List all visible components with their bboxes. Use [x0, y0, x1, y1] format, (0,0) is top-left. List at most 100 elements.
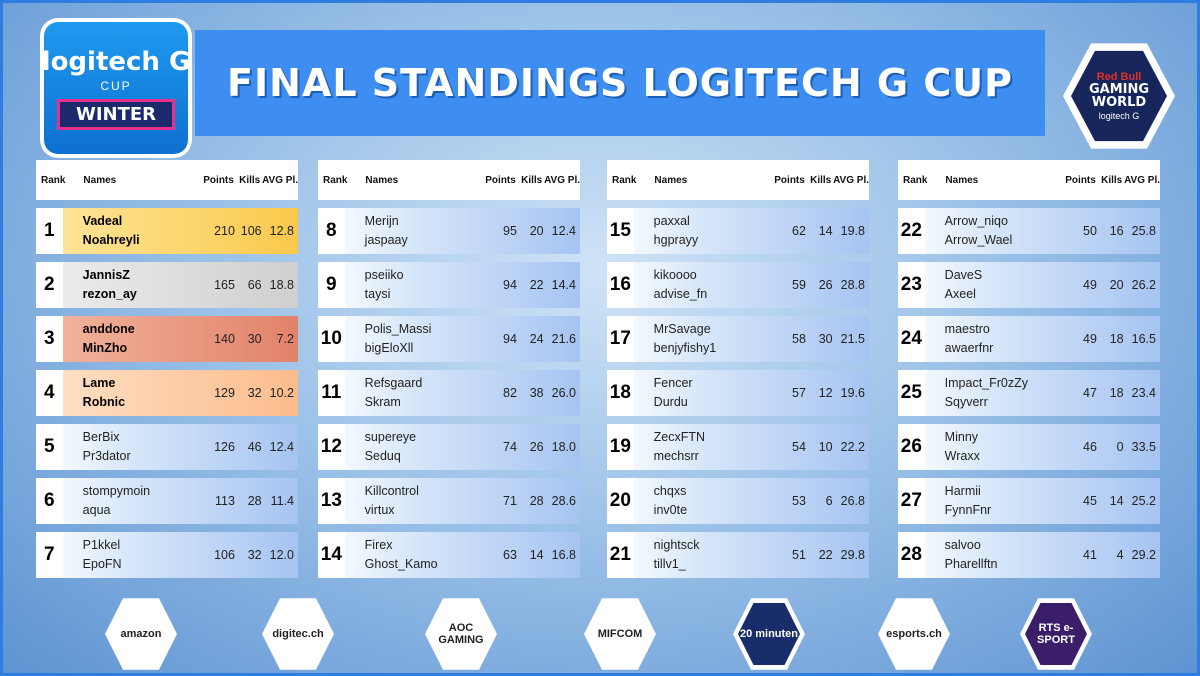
table-row: 24 maestro awaerfnr 49 18 16.5: [898, 316, 1160, 362]
player-name-2: benjyfishy1: [653, 341, 717, 355]
table-row: 16 kikoooo advise_fn 59 26 28.8: [607, 262, 869, 308]
player-name-1: chqxs: [653, 484, 687, 498]
player-name-1: BerBix: [82, 430, 120, 444]
points-cell: 41: [1083, 548, 1097, 562]
avg-placement-cell: 26.8: [840, 494, 865, 508]
player-name-2: Pharellftn: [944, 557, 998, 571]
avg-placement-cell: 19.6: [840, 386, 865, 400]
kills-cell: 20: [1109, 278, 1124, 292]
sponsor-label: RTS e-SPORT: [1025, 602, 1087, 666]
avg-placement-cell: 14.4: [551, 278, 576, 292]
table-header: Rank Names Points Kills AVG Pl.: [318, 160, 580, 200]
team-names: pseiiko taysi: [345, 266, 483, 304]
table-row: 18 Fencer Durdu 57 12 19.6: [607, 370, 869, 416]
rank-cell: 10: [318, 316, 345, 362]
team-names: P1kkel EpoFN: [63, 536, 201, 574]
avg-placement-cell: 7.2: [276, 332, 294, 346]
table-header: Rank Names Points Kills AVG Pl.: [898, 160, 1160, 200]
player-name-2: FynnFnr: [944, 503, 992, 517]
player-name-2: Noahreyli: [82, 233, 140, 247]
player-name-2: Skram: [364, 395, 401, 409]
rank-cell: 25: [898, 370, 925, 416]
standings-column: Rank Names Points Kills AVG Pl. 22 Arrow_niqo A…: [898, 160, 1160, 578]
header-names: Names: [654, 174, 688, 186]
team-names: Lame Robnic: [63, 374, 201, 412]
logo-brand-text: logitech G: [41, 46, 191, 77]
player-name-1: Fencer: [653, 376, 693, 390]
rank-cell: 4: [36, 370, 63, 416]
rank-cell: 9: [318, 262, 345, 308]
sponsor-row: amazon digitec.ch AOC GAMING MIFCOM 20 minut…: [0, 596, 1200, 672]
player-name-2: Axeel: [944, 287, 976, 301]
player-name-1: Lame: [82, 376, 116, 390]
avg-placement-cell: 29.8: [840, 548, 865, 562]
header-points: Points: [774, 174, 805, 186]
avg-placement-cell: 18.8: [269, 278, 294, 292]
kills-cell: 6: [825, 494, 833, 508]
table-row: 15 paxxal hgprayy 62 14 19.8: [607, 208, 869, 254]
header-names: Names: [83, 174, 117, 186]
kills-cell: 4: [1116, 548, 1124, 562]
team-names: Harmii FynnFnr: [925, 482, 1063, 520]
header-rank: Rank: [903, 174, 928, 186]
rank-cell: 11: [318, 370, 345, 416]
logo-right-line3: WORLD: [1091, 95, 1147, 110]
points-cell: 165: [214, 278, 235, 292]
points-cell: 140: [214, 332, 235, 346]
player-name-2: Ghost_Kamo: [364, 557, 438, 571]
kills-cell: 26: [529, 440, 544, 454]
kills-cell: 24: [529, 332, 544, 346]
rank-cell: 15: [607, 208, 634, 254]
points-cell: 49: [1083, 278, 1097, 292]
player-name-1: JannisZ: [82, 268, 130, 282]
kills-cell: 32: [247, 548, 262, 562]
team-names: anddone MinZho: [63, 320, 201, 358]
header-points: Points: [485, 174, 516, 186]
kills-cell: 32: [247, 386, 262, 400]
points-cell: 94: [503, 332, 517, 346]
team-names: nightsck tillv1_: [634, 536, 772, 574]
table-row: 17 MrSavage benjyfishy1 58 30 21.5: [607, 316, 869, 362]
avg-placement-cell: 25.8: [1131, 224, 1156, 238]
points-cell: 46: [1083, 440, 1097, 454]
avg-placement-cell: 25.2: [1131, 494, 1156, 508]
kills-cell: 30: [247, 332, 262, 346]
avg-placement-cell: 29.2: [1131, 548, 1156, 562]
header-kills: Kills: [810, 174, 832, 186]
logo-cup-text: CUP: [100, 78, 132, 93]
player-name-2: virtux: [364, 503, 395, 517]
avg-placement-cell: 28.6: [551, 494, 576, 508]
player-name-2: Durdu: [653, 395, 688, 409]
team-names: paxxal hgprayy: [634, 212, 772, 250]
table-row: 19 ZecxFTN mechsrr 54 10 22.2: [607, 424, 869, 470]
player-name-1: anddone: [82, 322, 135, 336]
player-name-1: Vadeal: [82, 214, 123, 228]
player-name-2: inv0te: [653, 503, 688, 517]
team-names: supereye Seduq: [345, 428, 483, 466]
table-row: 14 Firex Ghost_Kamo 63 14 16.8: [318, 532, 580, 578]
points-cell: 210: [214, 224, 235, 238]
points-cell: 57: [792, 386, 806, 400]
player-name-2: jaspaay: [364, 233, 408, 247]
team-names: DaveS Axeel: [925, 266, 1063, 304]
rank-cell: 28: [898, 532, 925, 578]
team-names: Minny Wraxx: [925, 428, 1063, 466]
kills-cell: 38: [529, 386, 544, 400]
table-row: 20 chqxs inv0te 53 6 26.8: [607, 478, 869, 524]
team-names: Impact_Fr0zZy Sqyverr: [925, 374, 1063, 412]
rank-cell: 27: [898, 478, 925, 524]
player-name-1: kikoooo: [653, 268, 697, 282]
team-names: Firex Ghost_Kamo: [345, 536, 483, 574]
points-cell: 74: [503, 440, 517, 454]
points-cell: 95: [503, 224, 517, 238]
player-name-1: paxxal: [653, 214, 690, 228]
points-cell: 129: [214, 386, 235, 400]
rank-cell: 26: [898, 424, 925, 470]
kills-cell: 18: [1109, 332, 1124, 346]
rank-cell: 22: [898, 208, 925, 254]
table-row: 26 Minny Wraxx 46 0 33.5: [898, 424, 1160, 470]
sponsor-label: 20 minuten: [738, 602, 800, 666]
points-cell: 106: [214, 548, 235, 562]
table-row: 11 Refsgaard Skram 82 38 26.0: [318, 370, 580, 416]
avg-placement-cell: 11.4: [270, 494, 294, 508]
